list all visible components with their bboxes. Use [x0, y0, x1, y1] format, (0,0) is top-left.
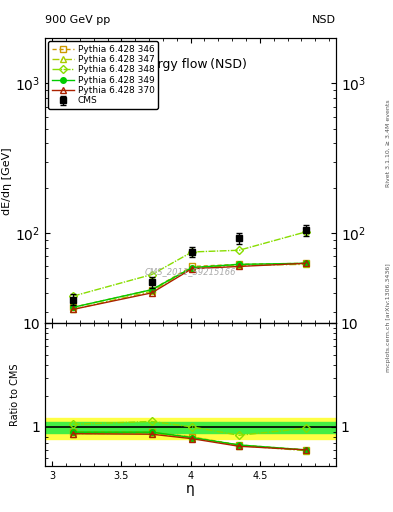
Text: NSD: NSD [312, 14, 336, 25]
Pythia 6.428 347 [149, 288, 154, 294]
Pythia 6.428 348 [303, 229, 308, 235]
Pythia 6.428 349 [190, 265, 195, 271]
Pythia 6.428 370 [303, 260, 308, 266]
Pythia 6.428 346 [190, 263, 195, 269]
Text: Energy flow (NSD): Energy flow (NSD) [134, 58, 247, 71]
Line: Pythia 6.428 348: Pythia 6.428 348 [70, 229, 309, 299]
Pythia 6.428 349 [303, 260, 308, 266]
Pythia 6.428 346 [237, 261, 241, 267]
Pythia 6.428 348 [237, 247, 241, 253]
Line: Pythia 6.428 349: Pythia 6.428 349 [70, 261, 309, 310]
Text: Rivet 3.1.10, ≥ 3.4M events: Rivet 3.1.10, ≥ 3.4M events [386, 99, 391, 187]
Text: mcplots.cern.ch [arXiv:1306.3436]: mcplots.cern.ch [arXiv:1306.3436] [386, 263, 391, 372]
Pythia 6.428 347 [70, 306, 75, 312]
Y-axis label: Ratio to CMS: Ratio to CMS [10, 364, 20, 426]
Line: Pythia 6.428 346: Pythia 6.428 346 [70, 261, 309, 310]
Pythia 6.428 348 [190, 249, 195, 255]
Pythia 6.428 346 [149, 287, 154, 293]
Bar [45, 418, 336, 439]
Bar [45, 422, 336, 433]
Pythia 6.428 349 [70, 304, 75, 310]
Line: Pythia 6.428 347: Pythia 6.428 347 [70, 262, 309, 312]
Pythia 6.428 349 [149, 287, 154, 293]
Pythia 6.428 347 [190, 265, 195, 271]
X-axis label: η: η [186, 482, 195, 496]
Pythia 6.428 347 [303, 261, 308, 267]
Pythia 6.428 347 [237, 262, 241, 268]
Line: Pythia 6.428 370: Pythia 6.428 370 [70, 261, 309, 312]
Legend: Pythia 6.428 346, Pythia 6.428 347, Pythia 6.428 348, Pythia 6.428 349, Pythia 6: Pythia 6.428 346, Pythia 6.428 347, Pyth… [48, 41, 158, 109]
Pythia 6.428 346 [70, 304, 75, 310]
Text: CMS_2011_S9215166: CMS_2011_S9215166 [145, 268, 236, 276]
Pythia 6.428 370 [190, 266, 195, 272]
Pythia 6.428 370 [149, 290, 154, 296]
Pythia 6.428 349 [237, 261, 241, 267]
Pythia 6.428 370 [70, 306, 75, 312]
Pythia 6.428 348 [70, 293, 75, 299]
Text: 900 GeV pp: 900 GeV pp [45, 14, 110, 25]
Pythia 6.428 348 [149, 271, 154, 278]
Pythia 6.428 370 [237, 263, 241, 269]
Pythia 6.428 346 [303, 260, 308, 266]
Y-axis label: dE/dη [GeV]: dE/dη [GeV] [2, 147, 13, 215]
